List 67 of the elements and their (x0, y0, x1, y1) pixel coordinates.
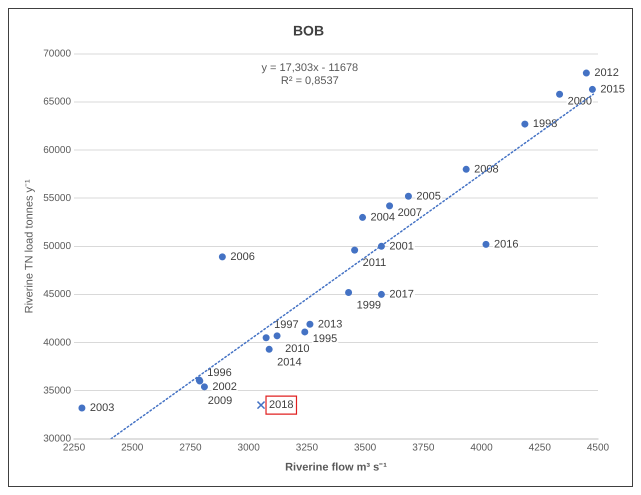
annotation: 2016 (494, 238, 518, 250)
point (301, 328, 308, 336)
annotation: 2011 (362, 257, 386, 270)
y-tick-label: 50000 (43, 241, 72, 252)
annotation: 1996 (207, 367, 232, 380)
annotation: 2012 (594, 67, 619, 80)
annotation: 1997 (274, 318, 299, 331)
annotation: 2014 (277, 356, 302, 368)
point (306, 320, 314, 328)
annotation: 2003 (90, 402, 114, 414)
point (462, 166, 470, 173)
point (351, 246, 358, 254)
point (404, 192, 412, 200)
point (266, 346, 273, 353)
annotation: 2018 (269, 399, 294, 412)
x-tick-label: 3500 (354, 442, 377, 454)
y-tick-label: 70000 (43, 48, 72, 60)
annotation: 2010 (285, 342, 310, 355)
x-tick-label: 2250 (62, 442, 86, 454)
point (482, 240, 490, 248)
x-tick-label: 2500 (121, 442, 144, 454)
x-tick-label: 3000 (238, 442, 260, 454)
annotation: 2009 (208, 395, 232, 408)
point (359, 214, 366, 221)
y-tick-label: 30000 (43, 434, 72, 445)
annotation: 2006 (230, 250, 255, 263)
annotation: 2004 (370, 211, 396, 224)
x-tick-label: 4250 (528, 442, 552, 454)
x-tick-label: 2750 (179, 442, 202, 454)
annotation: 2013 (318, 318, 342, 330)
annotation: 2015 (600, 83, 625, 96)
y-axis-title: Riverine TN load tonnes y⁻¹ (24, 178, 36, 314)
point (588, 86, 596, 93)
point (521, 120, 528, 128)
point (262, 334, 270, 342)
y-tick-label: 40000 (43, 337, 72, 348)
point (556, 90, 564, 98)
point (386, 202, 394, 210)
annotation: 2005 (416, 190, 441, 202)
point (582, 70, 590, 77)
x-tick-label: 4000 (470, 442, 494, 454)
y-tick-label: 65000 (43, 96, 72, 108)
point (256, 400, 266, 410)
y-tick-label: 55000 (43, 192, 72, 204)
x-tick-label: 3250 (296, 442, 318, 454)
annotation: 1999 (356, 300, 382, 312)
x-tick-label: 4500 (586, 442, 610, 454)
annotation: y = 17,303x - 11678 (261, 62, 358, 74)
y-tick-label: 35000 (43, 385, 72, 396)
point (378, 290, 385, 298)
annotation: 1995 (312, 332, 338, 345)
annotation: R² = 0,8537 (280, 74, 339, 87)
x-axis-title: Riverine flow m³ s⁻¹ (285, 461, 388, 474)
x-tick-label: 3750 (412, 442, 435, 454)
chart-title: BOB (292, 22, 324, 38)
annotation: 2001 (389, 240, 414, 252)
y-tick-label: 45000 (43, 289, 72, 300)
point (274, 332, 281, 340)
annotation: 2007 (398, 206, 422, 219)
y-tick-label: 60000 (43, 144, 72, 156)
point (200, 383, 208, 390)
point (218, 253, 226, 260)
point (378, 242, 385, 250)
annotation: 2017 (389, 288, 414, 300)
annotation: 2002 (212, 380, 237, 393)
point (78, 404, 86, 412)
point (345, 289, 352, 296)
